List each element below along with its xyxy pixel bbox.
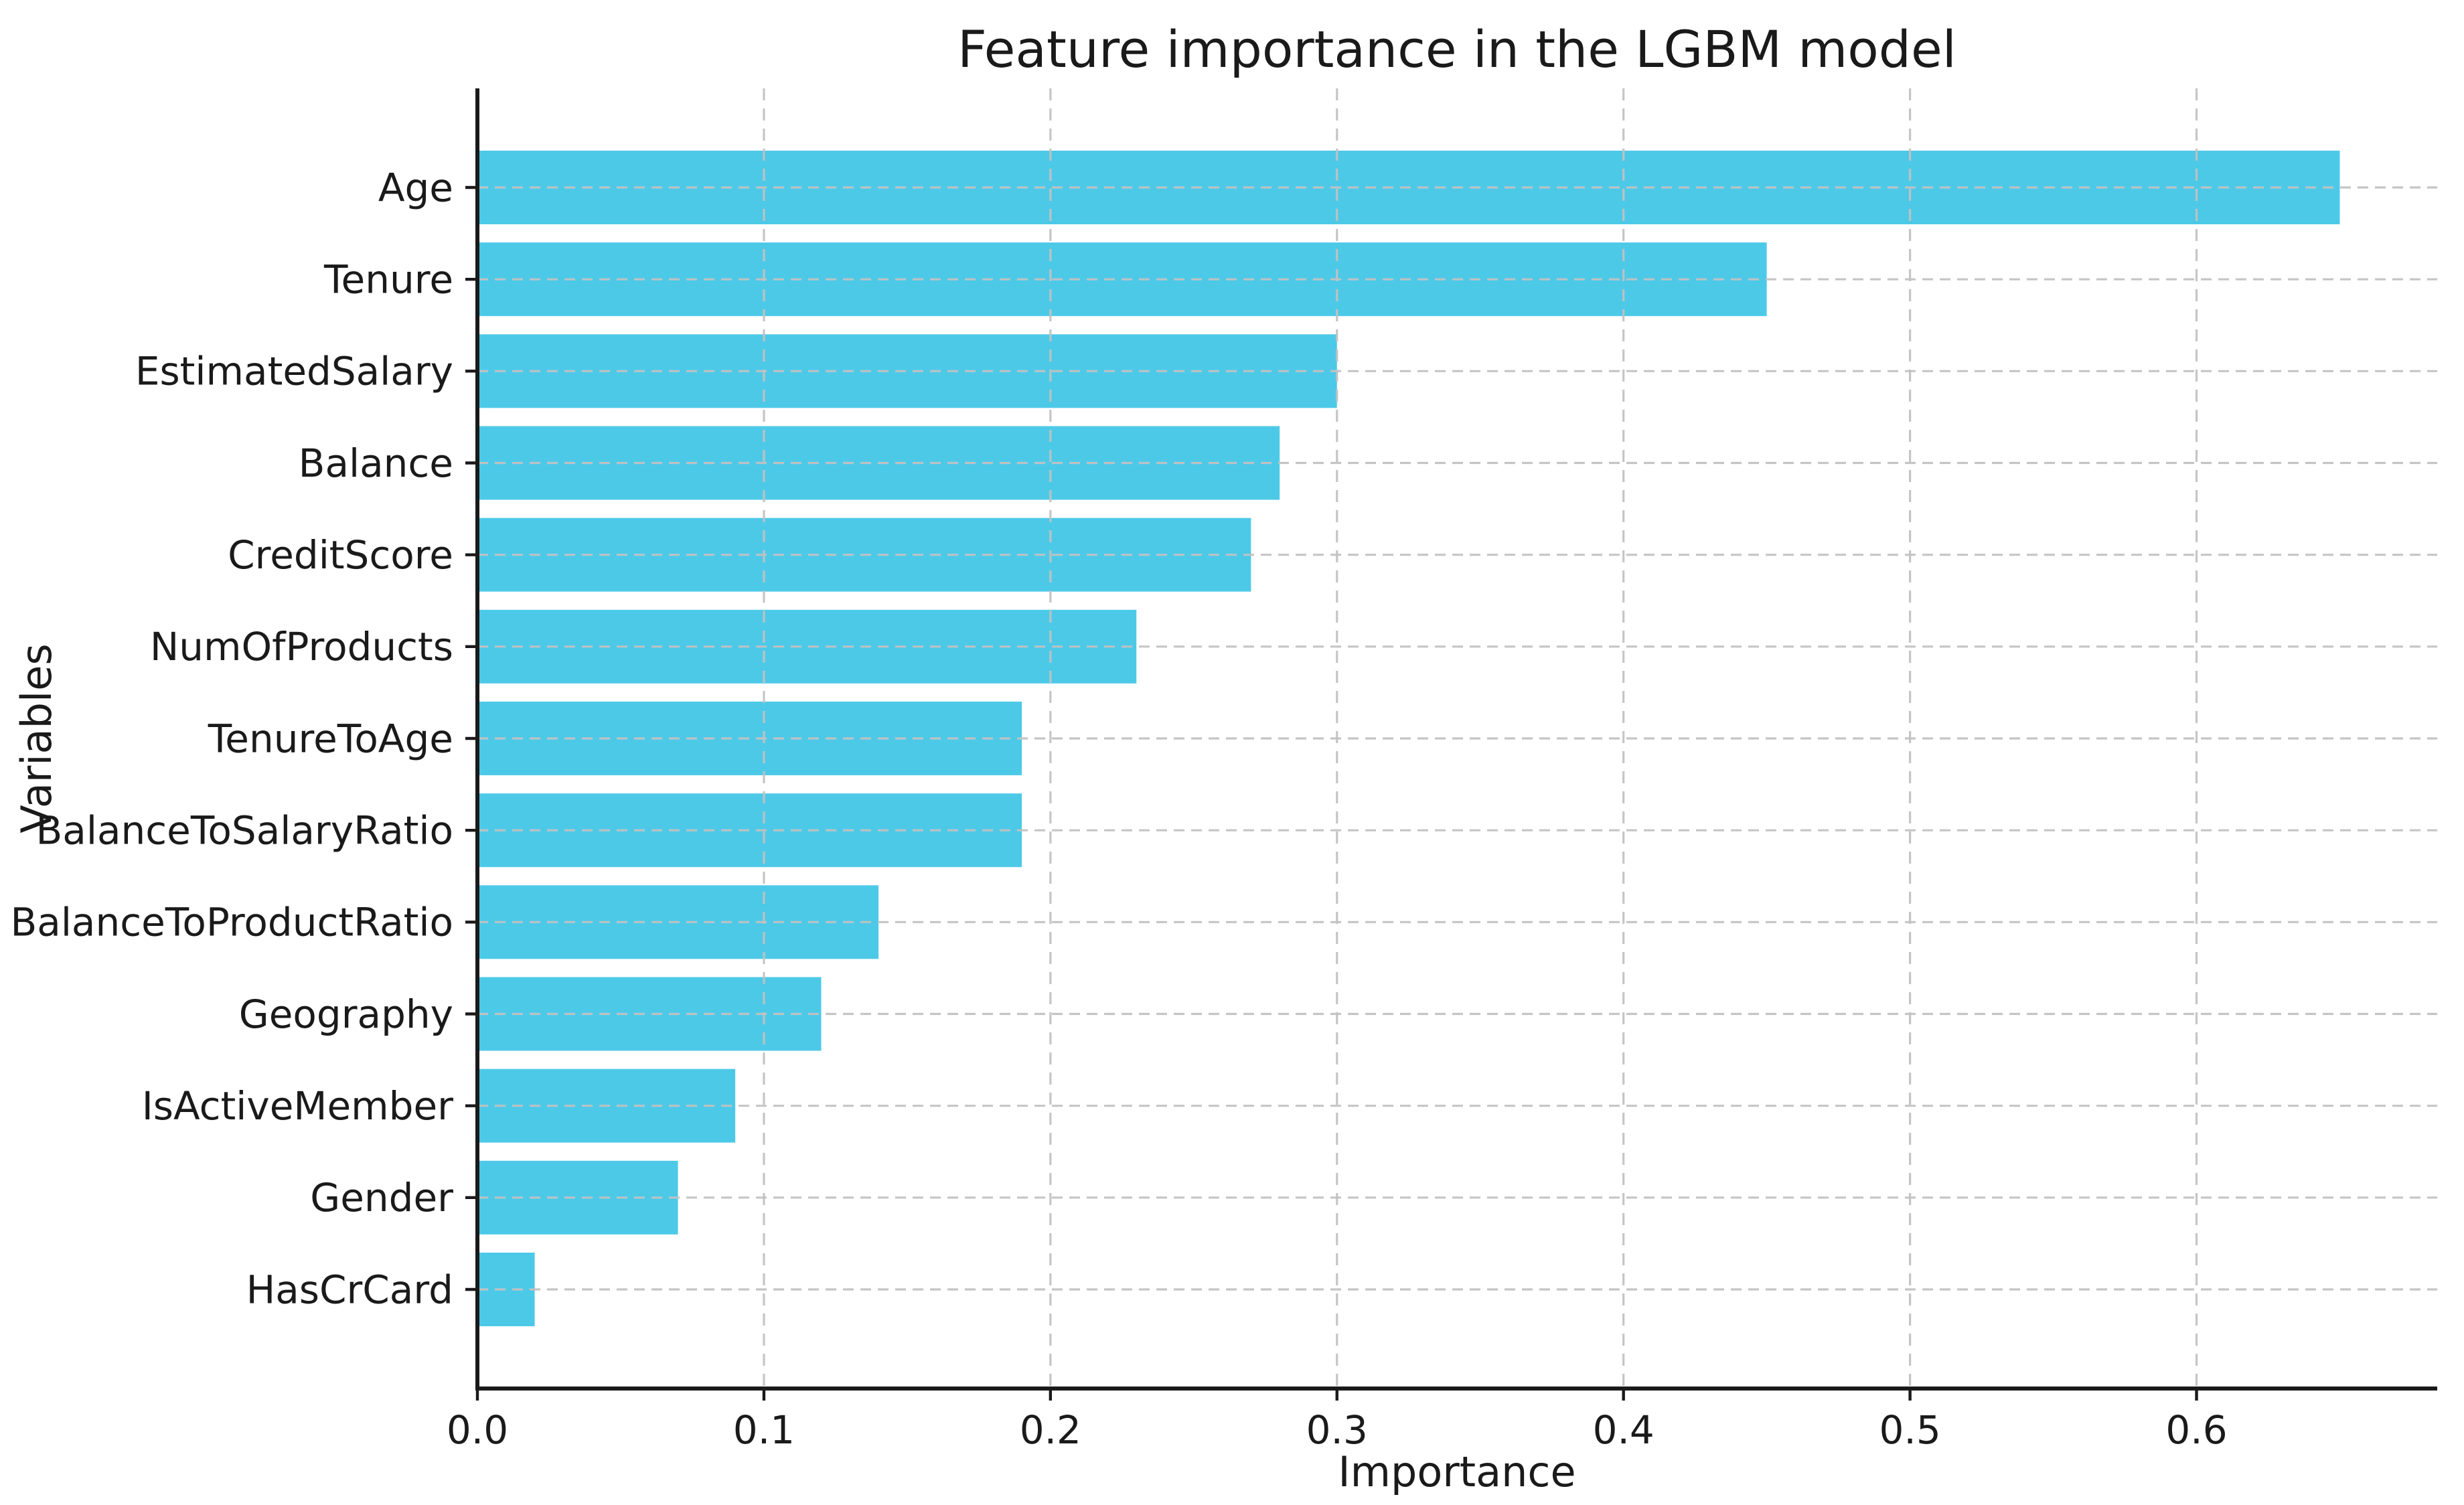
x-tick-label-0.3: 0.3 <box>1306 1407 1368 1453</box>
category-label-gender: Gender <box>310 1175 453 1220</box>
category-label-balance: Balance <box>299 441 453 486</box>
category-label-numofproducts: NumOfProducts <box>150 624 453 669</box>
category-label-age: Age <box>378 165 453 210</box>
bar-gender <box>477 1160 678 1235</box>
category-label-hascrcard: HasCrCard <box>246 1267 453 1312</box>
bar-geography <box>477 977 822 1051</box>
y-axis-label: Variables <box>12 643 61 833</box>
category-label-balancetosalaryratio: BalanceToSalaryRatio <box>36 807 453 853</box>
x-tick-label-0.2: 0.2 <box>1020 1407 1081 1453</box>
chart-title: Feature importance in the LGBM model <box>957 19 1956 79</box>
x-tick-label-0.4: 0.4 <box>1593 1407 1654 1453</box>
category-label-isactivemember: IsActiveMember <box>142 1083 453 1129</box>
x-tick-label-0.0: 0.0 <box>447 1407 508 1453</box>
category-label-balancetoproductratio: BalanceToProductRatio <box>10 900 453 945</box>
category-label-creditscore: CreditScore <box>228 532 453 578</box>
labels-layer: Age Tenure EstimatedSalary Balance CreditSco… <box>10 165 2227 1453</box>
x-tick-label-0.1: 0.1 <box>733 1407 795 1453</box>
axes-layer <box>465 88 2437 1401</box>
x-axis-label: Importance <box>1338 1447 1575 1496</box>
x-tick-label-0.6: 0.6 <box>2165 1407 2227 1453</box>
grid-layer <box>477 88 2437 1389</box>
x-tick-label-0.5: 0.5 <box>1879 1407 1940 1453</box>
category-label-tenure: Tenure <box>323 256 453 302</box>
category-label-estimatedsalary: EstimatedSalary <box>135 349 453 394</box>
category-label-geography: Geography <box>239 992 453 1037</box>
category-label-tenuretoage: TenureToAge <box>208 716 453 761</box>
